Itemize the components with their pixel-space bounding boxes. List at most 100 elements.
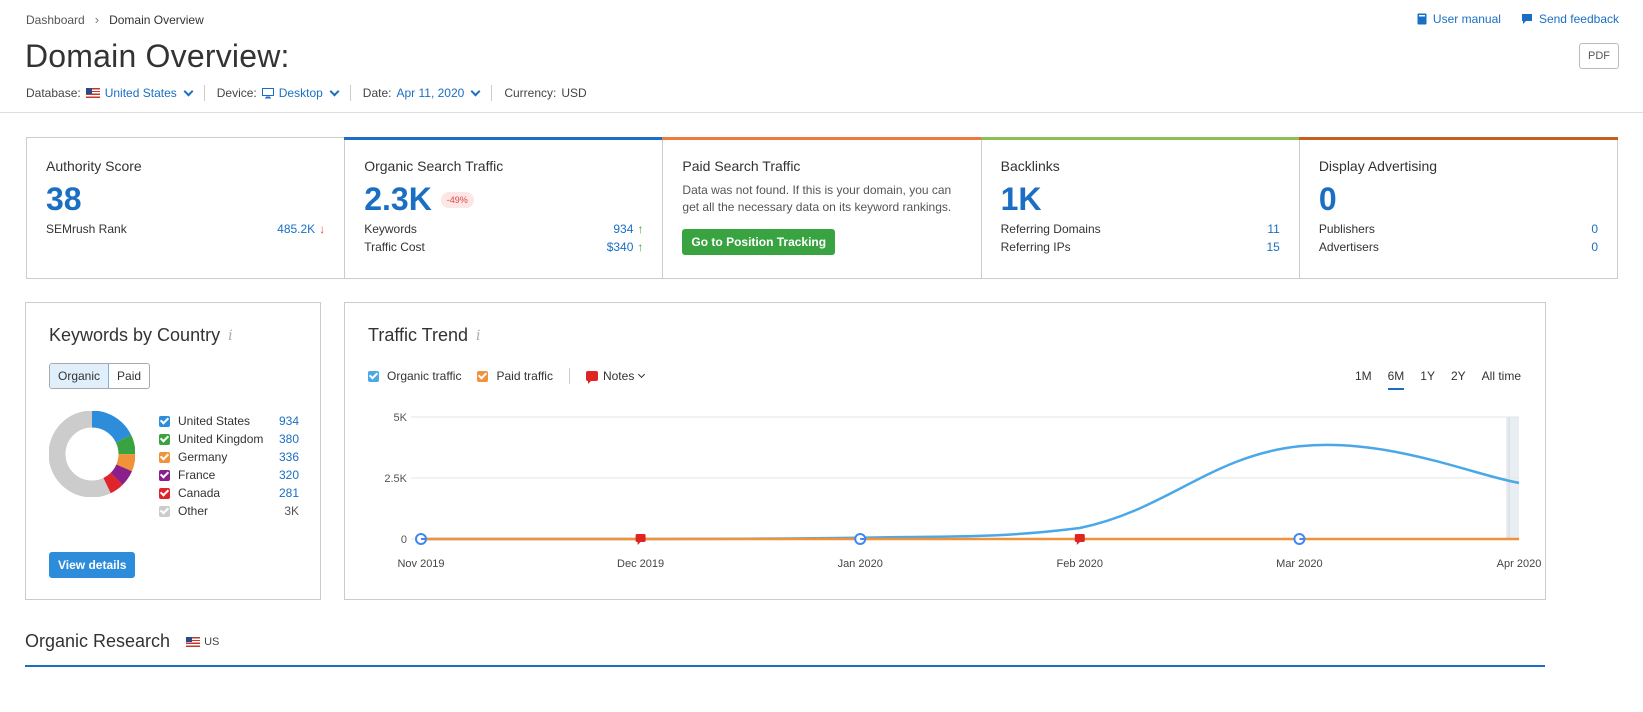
database-value: United States xyxy=(104,86,177,100)
authority-score-title: Authority Score xyxy=(46,158,142,174)
info-icon[interactable]: i xyxy=(228,327,233,344)
time-range-selector: 1M 6M 1Y 2Y All time xyxy=(1355,369,1521,390)
advertisers-row: Advertisers 0 xyxy=(1319,240,1598,254)
organic-research-underline xyxy=(25,665,1545,667)
tab-paid[interactable]: Paid xyxy=(117,369,142,383)
backlinks-title: Backlinks xyxy=(1000,158,1060,174)
range-1y[interactable]: 1Y xyxy=(1420,369,1435,383)
device-filter[interactable]: Device: Desktop xyxy=(217,85,351,101)
referring-domains-row: Referring Domains 11 xyxy=(1001,222,1280,236)
send-feedback-link[interactable]: Send feedback xyxy=(1521,12,1619,26)
position-tracking-button[interactable]: Go to Position Tracking xyxy=(682,229,836,255)
country-row[interactable]: Germany 336 xyxy=(159,448,299,466)
donut-slice-other[interactable] xyxy=(49,411,135,497)
country-name: Germany xyxy=(178,450,228,464)
checkbox-icon[interactable] xyxy=(477,370,489,382)
country-value[interactable]: 380 xyxy=(278,432,299,446)
country-row[interactable]: France 320 xyxy=(159,466,299,484)
notes-label: Notes xyxy=(602,369,635,383)
organic-traffic-value[interactable]: 2.3K -49% xyxy=(364,181,643,218)
legend-divider xyxy=(568,368,570,384)
note-marker-icon[interactable] xyxy=(635,534,646,542)
country-row[interactable]: United Kingdom 380 xyxy=(159,430,299,448)
country-row[interactable]: Canada 281 xyxy=(159,484,299,502)
backlinks-value[interactable]: 1K xyxy=(1001,181,1280,218)
country-value: 3K xyxy=(284,504,299,518)
paid-traffic-title: Paid Search Traffic xyxy=(682,158,801,174)
organic-paid-toggle: Organic Paid xyxy=(49,363,151,389)
range-6m[interactable]: 6M xyxy=(1387,369,1405,390)
keywords-row: Keywords 934 ↑ xyxy=(364,222,643,236)
country-row[interactable]: Other 3K xyxy=(159,502,299,520)
semrush-rank-label: SEMrush Rank xyxy=(46,222,127,236)
traffic-trend-heading: Traffic Trend xyxy=(368,325,469,345)
checkbox-icon[interactable] xyxy=(159,487,170,499)
pdf-button[interactable]: PDF xyxy=(1579,43,1619,69)
y-tick-label: 0 xyxy=(401,534,407,546)
checkbox-icon[interactable] xyxy=(368,370,379,382)
advertisers-value[interactable]: 0 xyxy=(1591,240,1599,254)
publishers-value[interactable]: 0 xyxy=(1591,222,1599,236)
country-name: Other xyxy=(178,504,209,518)
semrush-rank-value[interactable]: 485.2K ↓ xyxy=(277,222,325,236)
display-advertising-value[interactable]: 0 xyxy=(1319,181,1598,218)
organic-research-db: US xyxy=(186,636,219,648)
display-advertising-number: 0 xyxy=(1318,181,1337,217)
display-advertising-card: Display Advertising 0 Publishers 0 Adver… xyxy=(1298,137,1619,278)
country-donut-chart xyxy=(49,411,135,497)
paid-accent-bar xyxy=(662,137,982,140)
x-tick-label: Feb 2020 xyxy=(1057,558,1103,570)
referring-domains-value[interactable]: 11 xyxy=(1267,222,1280,236)
semrush-rank-row: SEMrush Rank 485.2K ↓ xyxy=(46,222,325,236)
y-tick-label: 2.5K xyxy=(384,473,407,485)
currency-filter: Currency: USD xyxy=(504,85,598,101)
change-badge: -49% xyxy=(440,191,474,208)
range-1m[interactable]: 1M xyxy=(1354,369,1372,383)
note-marker-icon[interactable] xyxy=(1074,534,1085,542)
country-row[interactable]: United States 934 xyxy=(159,412,299,430)
organic-accent-bar xyxy=(344,137,664,140)
referring-ips-row: Referring IPs 15 xyxy=(1001,240,1280,254)
country-value[interactable]: 934 xyxy=(278,414,299,428)
country-name: Canada xyxy=(178,486,221,500)
country-name: United States xyxy=(178,414,251,428)
checkbox-icon[interactable] xyxy=(159,433,170,445)
notes-dropdown[interactable]: Notes xyxy=(585,369,646,384)
checkbox-icon[interactable] xyxy=(159,469,170,481)
user-manual-link[interactable]: User manual xyxy=(1417,12,1501,26)
organic-traffic-toggle[interactable]: Organic traffic xyxy=(368,369,461,383)
note-marker-tail xyxy=(637,542,641,545)
keywords-value[interactable]: 934 ↑ xyxy=(613,222,643,236)
tab-organic[interactable]: Organic xyxy=(50,364,110,388)
checkbox-icon[interactable] xyxy=(159,505,170,517)
country-value[interactable]: 336 xyxy=(278,450,299,464)
keywords-by-country-panel: Keywords by Country i Organic Paid Unite… xyxy=(25,302,321,600)
view-details-button[interactable]: View details xyxy=(49,552,136,578)
note-icon xyxy=(585,371,598,384)
authority-score-value[interactable]: 38 xyxy=(46,181,325,218)
authority-score-number: 38 xyxy=(46,181,82,217)
organic-traffic-label: Organic traffic xyxy=(387,369,462,383)
user-manual-label: User manual xyxy=(1432,12,1501,26)
checkbox-icon[interactable] xyxy=(159,451,170,463)
breadcrumb-dashboard-link[interactable]: Dashboard xyxy=(26,12,85,27)
desktop-icon xyxy=(261,87,274,98)
country-value[interactable]: 320 xyxy=(278,468,299,482)
database-filter[interactable]: Database: United States xyxy=(26,85,205,101)
traffic-cost-value[interactable]: $340 ↑ xyxy=(607,240,644,254)
page-title: Domain Overview: xyxy=(25,38,290,74)
checkbox-icon[interactable] xyxy=(159,415,170,427)
range-all-time[interactable]: All time xyxy=(1481,369,1521,383)
country-value[interactable]: 281 xyxy=(278,486,299,500)
date-filter[interactable]: Date: Apr 11, 2020 xyxy=(363,85,493,101)
series-line-organic-traffic xyxy=(421,443,1520,541)
x-tick-label: Jan 2020 xyxy=(838,558,883,570)
traffic-trend-title: Traffic Trend i xyxy=(368,325,481,346)
info-icon[interactable]: i xyxy=(476,327,481,344)
donut-slice-united-kingdom[interactable] xyxy=(49,411,135,497)
chevron-down-icon xyxy=(470,86,481,96)
paid-traffic-toggle[interactable]: Paid traffic xyxy=(477,369,553,383)
referring-ips-value[interactable]: 15 xyxy=(1266,240,1280,254)
database-label: Database: xyxy=(26,86,81,100)
range-2y[interactable]: 2Y xyxy=(1450,369,1466,383)
